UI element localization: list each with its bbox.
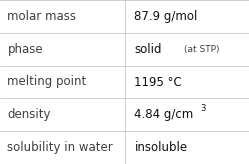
Text: phase: phase: [7, 43, 43, 56]
Text: 1195 °C: 1195 °C: [134, 75, 182, 89]
Text: 3: 3: [200, 104, 206, 113]
Text: insoluble: insoluble: [134, 141, 187, 154]
Text: solid: solid: [134, 43, 162, 56]
Text: molar mass: molar mass: [7, 10, 76, 23]
Text: (at STP): (at STP): [184, 45, 220, 54]
Text: density: density: [7, 108, 51, 121]
Text: 87.9 g/mol: 87.9 g/mol: [134, 10, 198, 23]
Text: solubility in water: solubility in water: [7, 141, 113, 154]
Text: 4.84 g/cm: 4.84 g/cm: [134, 108, 194, 121]
Text: melting point: melting point: [7, 75, 87, 89]
